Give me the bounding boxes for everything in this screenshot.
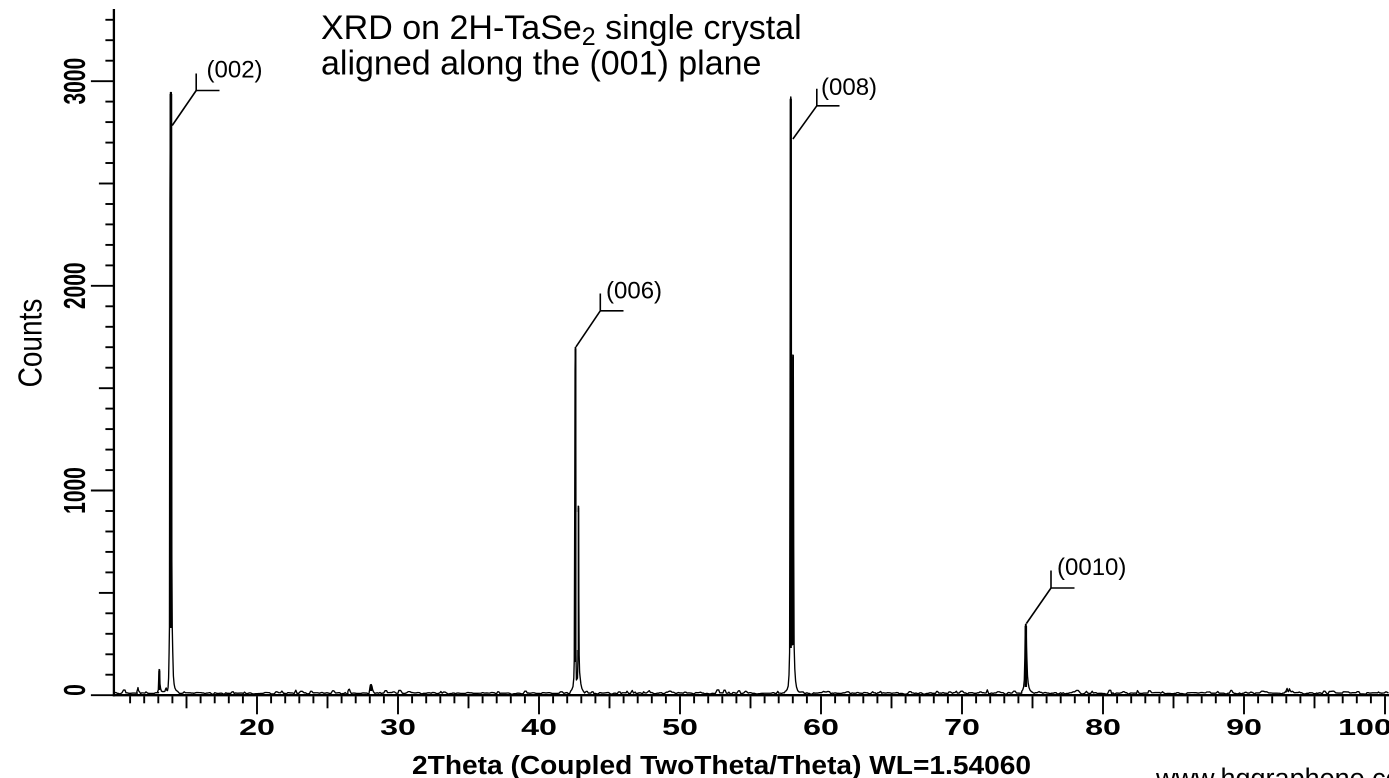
svg-text:30: 30 <box>380 714 416 739</box>
svg-text:(002): (002) <box>207 56 263 83</box>
svg-text:XRD on 2H-TaSe2 single crystal: XRD on 2H-TaSe2 single crystal <box>321 9 802 51</box>
svg-text:www.hqgraphene.com: www.hqgraphene.com <box>1155 763 1389 778</box>
svg-text:Counts: Counts <box>11 299 49 388</box>
svg-text:aligned along the (001) plane: aligned along the (001) plane <box>321 45 761 83</box>
svg-text:20: 20 <box>239 714 275 739</box>
svg-text:2000: 2000 <box>57 262 92 309</box>
svg-text:2Theta (Coupled TwoTheta/Theta: 2Theta (Coupled TwoTheta/Theta) WL=1.540… <box>412 750 1031 778</box>
svg-text:90: 90 <box>1226 714 1262 739</box>
svg-text:40: 40 <box>521 714 557 739</box>
svg-text:(008): (008) <box>821 74 877 101</box>
svg-text:60: 60 <box>803 714 839 739</box>
svg-text:80: 80 <box>1085 714 1121 739</box>
svg-text:0: 0 <box>57 684 92 696</box>
svg-text:3000: 3000 <box>57 58 92 105</box>
svg-text:70: 70 <box>944 714 980 739</box>
svg-text:(006): (006) <box>606 277 662 304</box>
svg-text:1000: 1000 <box>57 467 92 514</box>
svg-text:50: 50 <box>662 714 698 739</box>
svg-text:100: 100 <box>1338 714 1389 739</box>
svg-text:(0010): (0010) <box>1057 554 1126 581</box>
